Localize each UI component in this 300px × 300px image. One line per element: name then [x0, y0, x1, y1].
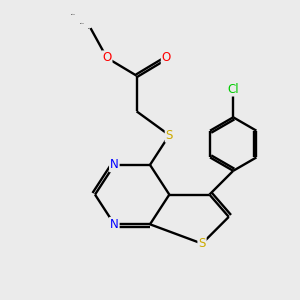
Text: O: O	[162, 51, 171, 64]
Text: S: S	[166, 129, 173, 142]
Text: methyl: methyl	[88, 28, 93, 29]
Text: Cl: Cl	[227, 82, 239, 96]
Text: S: S	[198, 237, 206, 250]
Text: N: N	[110, 158, 119, 171]
Text: methyl: methyl	[80, 22, 85, 24]
Text: methyl: methyl	[71, 14, 76, 15]
Text: N: N	[110, 218, 119, 231]
Text: O: O	[102, 51, 112, 64]
